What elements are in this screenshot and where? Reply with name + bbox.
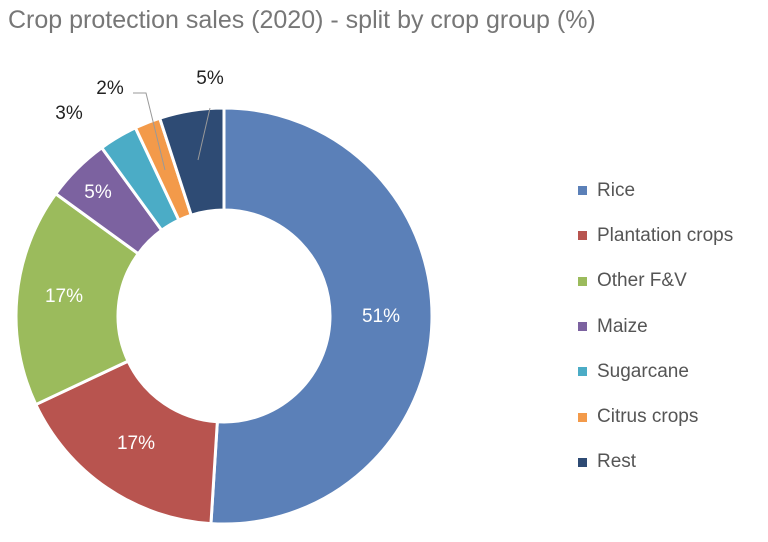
legend-label: Other F&V [597, 270, 687, 292]
legend-label: Sugarcane [597, 360, 689, 382]
legend-item: Other F&V [578, 259, 733, 304]
data-label: 17% [45, 286, 83, 307]
chart-title: Crop protection sales (2020) - split by … [8, 6, 596, 34]
legend-label: Rice [597, 179, 636, 201]
legend-item: Sugarcane [578, 349, 733, 394]
legend-item: Rest [578, 440, 733, 485]
legend: Rice Plantation crops Other F&V Maize Sugarc… [578, 168, 733, 485]
legend-item: Plantation crops [578, 213, 733, 258]
legend-label: Citrus crops [597, 406, 699, 428]
data-label: 17% [117, 433, 155, 454]
legend-item: Maize [578, 304, 733, 349]
slice-rest [157, 106, 226, 218]
legend-swatch [578, 322, 587, 332]
data-label: 5% [84, 182, 112, 203]
legend-swatch [578, 367, 587, 377]
legend-swatch [578, 276, 587, 286]
legend-swatch [578, 231, 587, 241]
legend-swatch [578, 457, 587, 467]
leader-line [197, 107, 211, 161]
legend-swatch [578, 186, 587, 196]
slice-plantation-crops [33, 359, 219, 526]
legend-label: Maize [597, 315, 648, 337]
legend-item: Citrus crops [578, 394, 733, 439]
slice-rice [209, 106, 434, 526]
data-label: 51% [362, 306, 400, 327]
slice-other-f-v [14, 191, 141, 407]
legend-label: Rest [597, 451, 637, 473]
legend-item: Rice [578, 168, 733, 213]
legend-label: Plantation crops [597, 224, 734, 246]
data-label: 2% [96, 78, 124, 99]
data-label: 5% [196, 68, 224, 89]
legend-swatch [578, 412, 587, 422]
data-label: 3% [55, 103, 83, 124]
leader-line [133, 92, 166, 171]
